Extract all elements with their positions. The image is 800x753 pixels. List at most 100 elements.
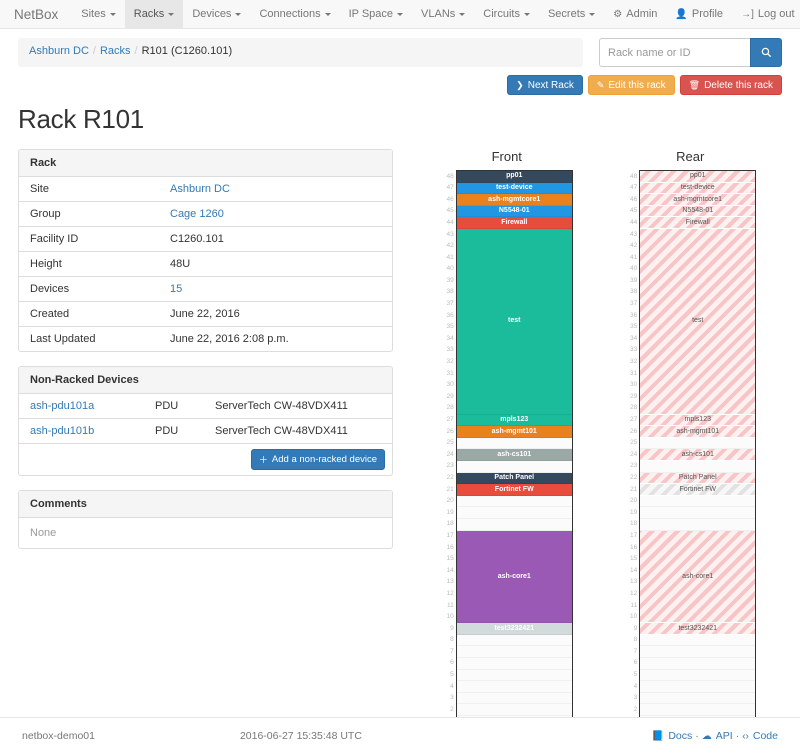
rack-device[interactable]: ash-mgmt101	[640, 426, 756, 438]
add-non-racked-device-button[interactable]: ＋ Add a non-racked device	[250, 449, 385, 470]
empty-rack-unit[interactable]	[640, 437, 756, 450]
attribute-link[interactable]: Cage 1260	[170, 208, 224, 220]
rack-device[interactable]: ash-mgmtcore1	[640, 194, 756, 206]
empty-rack-unit[interactable]	[640, 692, 756, 705]
device-link[interactable]: ash-pdu101a	[30, 400, 95, 412]
nav-item-secrets[interactable]: Secrets	[539, 0, 604, 28]
delete-this-rack-button[interactable]: 🗑 Delete this rack	[679, 75, 782, 95]
rack-device[interactable]: Firewall	[640, 217, 756, 229]
u-position-label: 27	[630, 416, 638, 424]
u-position-label: 18	[630, 520, 638, 528]
device-name-cell[interactable]: ash-pdu101b	[19, 418, 144, 444]
rack-device[interactable]: pp01	[640, 171, 756, 183]
empty-rack-unit[interactable]	[640, 704, 756, 717]
empty-rack-unit[interactable]	[456, 681, 572, 693]
rack-device-label: test-device	[680, 184, 715, 192]
breadcrumb-site[interactable]: Ashburn DC	[29, 45, 89, 57]
attribute-link[interactable]: Ashburn DC	[170, 183, 230, 195]
empty-rack-unit[interactable]	[640, 634, 756, 647]
empty-rack-unit[interactable]	[456, 646, 572, 659]
rack-device[interactable]: ash-core1	[456, 530, 572, 624]
empty-rack-unit[interactable]	[456, 495, 572, 508]
rack-device[interactable]: ash-mgmtcore1	[456, 194, 572, 206]
u-position-label: 31	[446, 369, 454, 377]
empty-rack-unit[interactable]	[640, 658, 756, 670]
rack-device-label: ash-mgmt101	[491, 427, 537, 435]
attribute-key: Group	[19, 201, 159, 227]
rack-device[interactable]: test	[456, 228, 572, 415]
rack-device[interactable]: N5548-01	[640, 205, 756, 218]
attribute-key: Last Updated	[19, 326, 159, 351]
footer-link-api[interactable]: ☁ API	[702, 730, 733, 742]
nav-item-vlans[interactable]: VLANs	[412, 0, 474, 28]
attribute-value[interactable]: Cage 1260	[159, 201, 392, 227]
rack-device[interactable]: ash-core1	[640, 530, 756, 624]
empty-rack-unit[interactable]	[640, 507, 756, 519]
empty-rack-unit[interactable]	[456, 669, 572, 682]
rack-device[interactable]: test-device	[640, 182, 756, 195]
u-position-label: 42	[446, 242, 454, 250]
empty-rack-unit[interactable]	[640, 669, 756, 682]
u-position-label: 28	[630, 404, 638, 412]
nav-profile-link[interactable]: 👤 Profile	[666, 0, 732, 28]
empty-rack-unit[interactable]	[456, 507, 572, 519]
footer-link-code[interactable]: ‹› Code	[742, 730, 778, 742]
empty-rack-unit[interactable]	[640, 460, 756, 473]
empty-rack-unit[interactable]	[456, 518, 572, 531]
rack-device[interactable]: test3232421	[456, 623, 572, 635]
u-position-label: 43	[630, 230, 638, 238]
empty-rack-unit[interactable]	[456, 460, 572, 473]
empty-rack-unit[interactable]	[456, 634, 572, 647]
nav-item-devices[interactable]: Devices	[183, 0, 250, 28]
rack-device[interactable]: test3232421	[640, 623, 756, 635]
rack-device[interactable]: ash-cs101	[456, 449, 572, 461]
attribute-value[interactable]: Ashburn DC	[159, 177, 392, 202]
nav-item-sites[interactable]: Sites	[72, 0, 124, 28]
rack-device[interactable]: Fortinet FW	[456, 484, 572, 496]
search-input[interactable]	[599, 38, 750, 67]
edit-this-rack-button[interactable]: ✎ Edit this rack	[587, 75, 675, 95]
nav-log-out-link[interactable]: →] Log out	[732, 0, 800, 28]
device-name-cell[interactable]: ash-pdu101a	[19, 394, 144, 419]
attribute-link[interactable]: 15	[170, 283, 183, 295]
empty-rack-unit[interactable]	[640, 681, 756, 693]
nav-item-racks[interactable]: Racks	[124, 0, 184, 28]
nav-item-ip-space[interactable]: IP Space	[340, 0, 412, 28]
rack-elevations: Front 48 47 46 45 44 43 42 41 40 39 38 37 36 35 34 33 32…	[393, 149, 782, 729]
nav-admin-link[interactable]: ⚙ Admin	[604, 0, 666, 28]
rear-u-labels: 48 47 46 45 44 43 42 41 40 39 38 37 36 35 34 33 32 31 30 29…	[624, 170, 639, 728]
rack-device[interactable]: N5548-01	[456, 205, 572, 218]
empty-rack-unit[interactable]	[456, 658, 572, 670]
rack-device[interactable]: ash-mgmt101	[456, 426, 572, 438]
rack-device[interactable]: mpls123	[456, 414, 572, 427]
rack-device[interactable]: test-device	[456, 182, 572, 195]
rack-device[interactable]: Firewall	[456, 217, 572, 229]
rack-device[interactable]: mpls123	[640, 414, 756, 427]
empty-rack-unit[interactable]	[456, 704, 572, 717]
rack-device[interactable]: Patch Panel	[640, 472, 756, 485]
rack-device[interactable]: test	[640, 228, 756, 415]
empty-rack-unit[interactable]	[640, 495, 756, 508]
breadcrumb-racks[interactable]: Racks	[99, 45, 131, 57]
rack-device[interactable]: pp01	[456, 171, 572, 183]
brand-logo[interactable]: NetBox	[14, 6, 59, 22]
empty-rack-unit[interactable]	[456, 692, 572, 705]
footer-link-docs[interactable]: 📘 Docs	[652, 730, 692, 742]
next-rack-button[interactable]: ❯ Next Rack	[507, 75, 583, 95]
subheader: Ashburn DC / Racks / R101 (C1260.101)	[18, 29, 782, 67]
rack-device-label: ash-mgmtcore1	[673, 195, 723, 203]
search-button[interactable]	[750, 38, 782, 67]
attribute-key: Devices	[19, 276, 159, 302]
empty-rack-unit[interactable]	[640, 518, 756, 531]
empty-rack-unit[interactable]	[640, 646, 756, 659]
rear-elevation: Rear 48 47 46 45 44 43 42 41 40 39 38 37 36 35 34 33 32 3…	[624, 149, 757, 729]
u-position-label: 37	[630, 300, 638, 308]
nav-item-circuits[interactable]: Circuits	[474, 0, 539, 28]
rack-device[interactable]: Fortinet FW	[640, 484, 756, 496]
rack-device[interactable]: Patch Panel	[456, 472, 572, 485]
nav-item-connections[interactable]: Connections	[250, 0, 339, 28]
device-link[interactable]: ash-pdu101b	[30, 425, 95, 437]
attribute-value[interactable]: 15	[159, 276, 392, 302]
empty-rack-unit[interactable]	[456, 437, 572, 450]
rack-device[interactable]: ash-cs101	[640, 449, 756, 461]
